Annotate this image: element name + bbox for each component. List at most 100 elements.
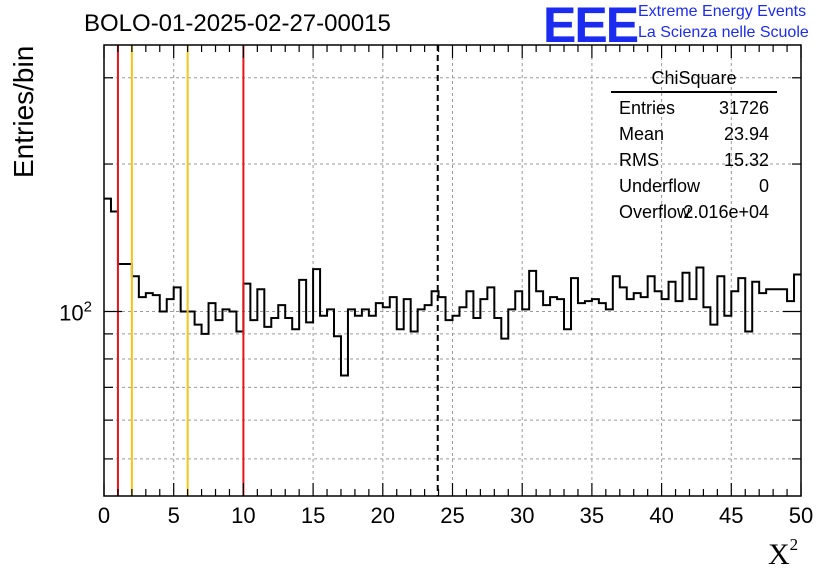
histogram-bin [306, 321, 313, 323]
histogram-bin [724, 315, 731, 317]
histogram-bin [278, 304, 285, 306]
x-tick-label: 15 [301, 503, 325, 528]
histogram-bin [299, 279, 306, 281]
histogram-bin [104, 198, 111, 200]
histogram-bin [390, 296, 397, 298]
histogram-bin [585, 300, 592, 302]
histogram-bin [550, 296, 557, 298]
histogram-bin [648, 275, 655, 277]
histogram-bin [139, 296, 146, 298]
histogram-bin [222, 308, 229, 310]
histogram-bin [446, 319, 453, 321]
x-axis-label-exp: 2 [789, 535, 799, 554]
histogram-bin [418, 308, 425, 310]
histogram-bin [717, 275, 724, 277]
histogram-bin [453, 315, 460, 317]
histogram-bin [620, 286, 627, 288]
histogram-bin [404, 298, 411, 300]
x-axis-label-base: X [768, 538, 790, 571]
x-tick-label: 20 [371, 503, 395, 528]
stats-value: 0 [758, 176, 769, 196]
stats-row-rms: RMS 15.32 [611, 147, 777, 173]
histogram-bin [529, 270, 536, 272]
histogram-bin [334, 335, 341, 337]
stats-row-mean: Mean 23.94 [611, 121, 777, 147]
x-tick-label: 50 [789, 503, 813, 528]
histogram-bin [264, 326, 271, 328]
histogram-bin [383, 306, 390, 308]
x-axis-label: X2 [768, 535, 798, 572]
x-tick-label: 10 [231, 503, 255, 528]
histogram-bin [578, 302, 585, 304]
histogram-marks [104, 197, 801, 377]
histogram-bin [362, 308, 369, 310]
stats-label: Mean [619, 124, 665, 144]
histogram-bin [425, 304, 432, 306]
brand-line-2: La Scienza nelle Scuole [638, 24, 809, 41]
histogram-bin [439, 296, 446, 298]
histogram-bin [257, 288, 264, 290]
x-tick-label: 45 [719, 503, 743, 528]
histogram-bin [522, 308, 529, 310]
x-tick-label: 35 [580, 503, 604, 528]
histogram-bin [592, 298, 599, 300]
histogram-bin [285, 317, 292, 319]
histogram-bin [571, 277, 578, 279]
histogram-bin [662, 298, 669, 300]
histogram-bin [111, 211, 118, 213]
histogram-bin [676, 300, 683, 302]
histogram-bin [160, 310, 167, 312]
histogram-bin [696, 266, 703, 268]
stats-row-underflow: Underflow 0 [611, 173, 777, 199]
reference-lines [116, 45, 439, 496]
x-tick-label: 40 [649, 503, 673, 528]
histogram-bin [780, 288, 787, 290]
histogram-bin [501, 338, 508, 340]
stats-row-overflow: Overflow 2.016e+04 [611, 199, 777, 225]
histogram-bin [327, 308, 334, 310]
histogram-bin [209, 302, 216, 304]
histogram-bin [787, 300, 794, 302]
y-tick-label-base: 10 [59, 300, 83, 325]
stats-box: ChiSquare Entries 31726 Mean 23.94 RMS 15.32 U… [611, 68, 777, 225]
histogram-bin [195, 324, 202, 326]
histogram-bin [376, 302, 383, 304]
histogram-bin [167, 298, 174, 300]
grid-lines [104, 45, 801, 496]
histogram-bin [292, 328, 299, 330]
histogram-bin [494, 317, 501, 319]
histogram-bin [543, 304, 550, 306]
histogram-bin [459, 306, 466, 308]
histogram-bin [508, 308, 515, 310]
x-tick-label: 30 [510, 503, 534, 528]
histogram-bin [411, 331, 418, 333]
histogram-bin [125, 263, 132, 265]
histogram-bin [655, 290, 662, 292]
histogram-bin [369, 315, 376, 317]
histogram-bin [473, 317, 480, 319]
histogram-bin [216, 319, 223, 321]
y-tick-label: 102 [59, 298, 92, 325]
histogram-bin [397, 328, 404, 330]
histogram-bin [703, 306, 710, 308]
histogram-bin [118, 263, 125, 265]
histogram-bin [745, 331, 752, 333]
stats-rows: Entries 31726 Mean 23.94 RMS 15.32 Underflow 0 O… [611, 95, 777, 225]
histogram-bin [243, 283, 250, 285]
histogram-bin [480, 298, 487, 300]
histogram-bin [752, 281, 759, 283]
histogram-bin [487, 286, 494, 288]
histogram-bin [634, 292, 641, 294]
stats-value: 15.32 [723, 150, 769, 170]
histogram-bin [536, 290, 543, 292]
histogram-bin [606, 308, 613, 310]
x-tick-label: 5 [168, 503, 180, 528]
histogram-bin [174, 286, 181, 288]
histogram-bin [188, 310, 195, 312]
histogram-bin [669, 281, 676, 283]
x-tick-label: 0 [98, 503, 110, 528]
histogram-bin [313, 268, 320, 270]
histogram-bin [759, 292, 766, 294]
histogram-bin [641, 296, 648, 298]
